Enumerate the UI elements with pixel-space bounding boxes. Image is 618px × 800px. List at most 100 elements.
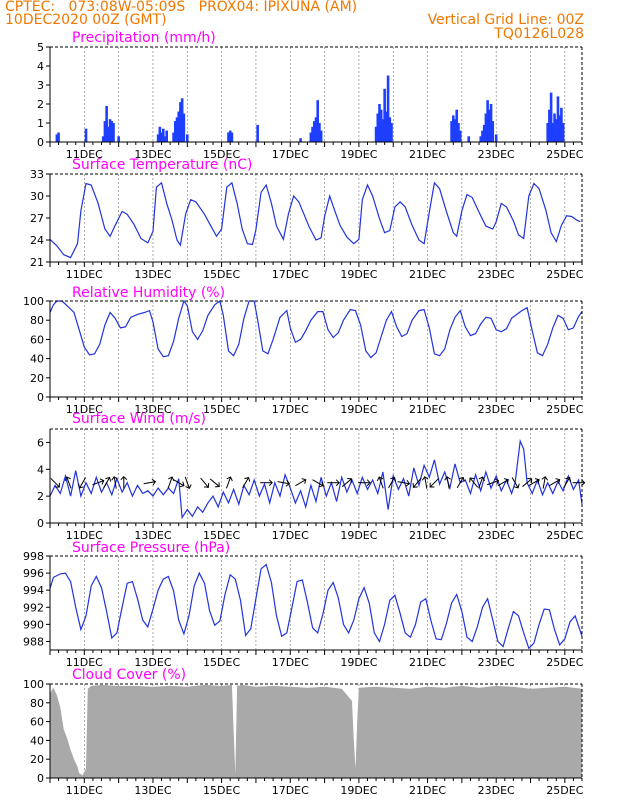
x-tick-label: 15DEC (203, 268, 240, 281)
precip-bar (494, 134, 498, 142)
x-tick-label: 15DEC (203, 529, 240, 542)
panel-title-cloud: Cloud Cover (%) (72, 667, 186, 683)
wind-arrow (388, 476, 397, 489)
x-tick-label: 17DEC (272, 529, 309, 542)
x-tick-label: 17DEC (272, 148, 309, 161)
wind-arrow-shaft (295, 479, 307, 487)
x-tick-label: 25DEC (546, 656, 583, 669)
precip-bar (57, 132, 60, 142)
precip-bar (55, 134, 59, 142)
wind-arrow (78, 477, 87, 489)
precip-bar (455, 109, 459, 142)
panel-title-temp: Surface Temperature (nC) (72, 157, 253, 173)
wind-arrow-shaft (456, 477, 464, 489)
header-model-id: TQ0126L028 (494, 26, 584, 42)
wind-arrow-head (444, 476, 451, 481)
wind-arrow-shaft (173, 479, 185, 487)
x-tick-label: 21DEC (409, 656, 446, 669)
wind-arrow-head (226, 476, 233, 482)
precip-bar (175, 117, 179, 142)
precip-bar (548, 109, 551, 142)
wind-arrow-shaft (413, 477, 422, 488)
precip-bar (561, 123, 565, 142)
precip-bar (316, 100, 320, 142)
wind-arrow (260, 479, 273, 487)
precip-bar (163, 136, 167, 142)
wind-arrow-shaft (312, 479, 324, 487)
precip-bar (376, 113, 380, 142)
precip-bar (312, 121, 316, 142)
x-tick-label: 21DEC (409, 529, 446, 542)
wind-arrow-head (347, 477, 353, 484)
y-tick-label: 3 (37, 79, 44, 92)
wind-arrow-head (469, 477, 475, 483)
x-tick-label: 23DEC (478, 148, 515, 161)
wind-arrow-head (478, 476, 485, 482)
precip-bar (383, 88, 386, 142)
wind-arrow-head (366, 479, 371, 487)
wind-arrow-head (244, 476, 251, 482)
panel-title-rh: Relative Humidity (%) (72, 285, 225, 301)
y-tick-label: 992 (23, 601, 44, 614)
wind-arrow (209, 478, 220, 488)
y-tick-label: 990 (23, 618, 44, 631)
wind-arrow-shaft (79, 477, 87, 489)
x-tick-label: 25DEC (546, 784, 583, 797)
wind-arrow-head (111, 476, 118, 481)
x-tick-label: 23DEC (478, 656, 515, 669)
wind-arrow-head (527, 477, 533, 484)
x-tick-label: 23DEC (478, 529, 515, 542)
wind-arrow-head (285, 479, 291, 487)
x-tick-label: 19DEC (340, 529, 377, 542)
precip-bar (108, 119, 112, 142)
precip-bar (554, 119, 558, 142)
x-tick-label: 23DEC (478, 403, 515, 416)
wind-arrow (478, 476, 485, 489)
x-tick-label: 15DEC (203, 403, 240, 416)
wind-arrow-shaft (242, 477, 250, 489)
precip-bar (314, 117, 318, 142)
precip-bar (458, 130, 462, 142)
y-tick-label: 30 (30, 190, 44, 203)
wind-arrow (376, 476, 384, 489)
precip-bar (381, 119, 385, 142)
precip-bar (156, 134, 160, 142)
precip-bar (386, 75, 390, 142)
wind-arrow (429, 478, 439, 488)
wind-arrow (120, 475, 128, 489)
precip-bar (451, 115, 455, 142)
wind-arrow-head (534, 478, 540, 484)
precip-bar (172, 132, 175, 142)
panel-temp: Surface Temperature (nC) 21 24 27 30 33 11DEC 1… (30, 157, 584, 281)
y-tick-label: 1 (37, 117, 44, 130)
y-tick-label: 998 (23, 550, 44, 563)
precip-bar (558, 115, 561, 142)
y-tick-label: 21 (30, 256, 44, 269)
precip-bar (319, 130, 323, 142)
y-tick-label: 994 (23, 584, 44, 597)
wind-arrow-head (412, 483, 418, 488)
precip-bar (390, 123, 393, 142)
wind-arrow-shaft (113, 476, 117, 489)
wind-arrow (412, 477, 422, 488)
precip-bar (488, 109, 491, 142)
wind-arrow (327, 479, 340, 487)
x-tick-label: 25DEC (546, 403, 583, 416)
wind-arrow (511, 477, 520, 489)
y-tick-label: 100 (23, 295, 44, 308)
precip-bar (553, 113, 556, 142)
wind-arrow-head (504, 478, 509, 484)
wind-arrow-head (151, 478, 157, 486)
wind-arrow (563, 476, 572, 489)
y-tick-label: 2 (37, 98, 44, 111)
precip-bar (467, 136, 471, 142)
wind-arrow-head (318, 481, 324, 488)
wind-arrow-shaft (549, 479, 560, 487)
precip-bar (112, 123, 115, 142)
precip-bar (117, 136, 120, 142)
precip-bar (484, 113, 488, 142)
wind-arrow-head (581, 479, 586, 487)
wind-arrow-head (215, 482, 220, 488)
wind-arrow (92, 478, 105, 486)
precip-bar (388, 117, 392, 142)
